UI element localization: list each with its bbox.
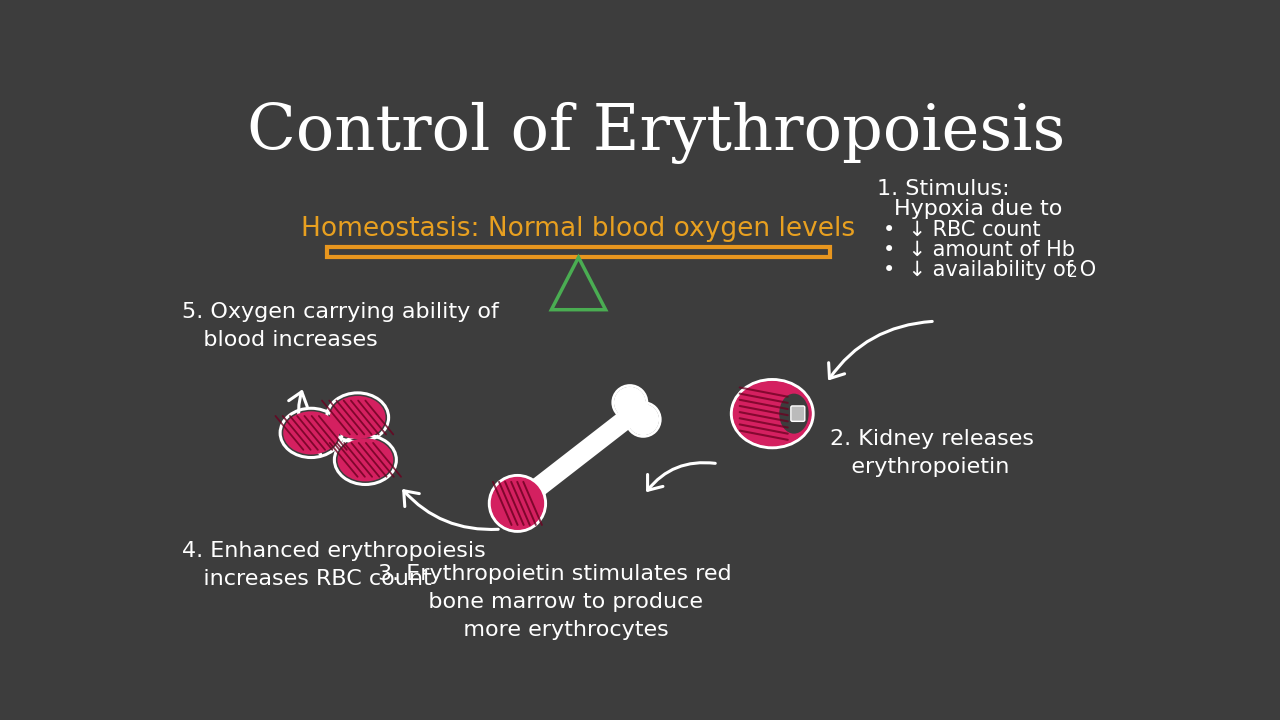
Polygon shape: [516, 478, 547, 508]
Ellipse shape: [627, 404, 659, 436]
Ellipse shape: [338, 438, 393, 482]
Ellipse shape: [330, 396, 385, 439]
Text: 1. Stimulus:: 1. Stimulus:: [877, 179, 1010, 199]
Bar: [326, 246, 831, 257]
FancyBboxPatch shape: [791, 406, 805, 421]
Text: •  ↓ amount of Hb: • ↓ amount of Hb: [883, 240, 1075, 261]
Text: 2. Kidney releases
   erythropoietin: 2. Kidney releases erythropoietin: [831, 429, 1034, 477]
Text: 3. Erythropoietin stimulates red
   bone marrow to produce
   more erythrocytes: 3. Erythropoietin stimulates red bone ma…: [379, 564, 732, 640]
FancyArrowPatch shape: [289, 392, 320, 454]
Text: 5. Oxygen carrying ability of
   blood increases: 5. Oxygen carrying ability of blood incr…: [182, 302, 499, 350]
FancyArrowPatch shape: [828, 321, 932, 379]
Text: Control of Erythropoiesis: Control of Erythropoiesis: [247, 102, 1065, 163]
Text: •  ↓ RBC count: • ↓ RBC count: [883, 220, 1041, 240]
Text: Hypoxia due to: Hypoxia due to: [893, 199, 1062, 219]
Ellipse shape: [490, 477, 544, 530]
FancyArrowPatch shape: [403, 491, 498, 529]
Ellipse shape: [732, 381, 812, 446]
FancyArrowPatch shape: [648, 463, 716, 490]
Text: 2: 2: [1068, 265, 1078, 280]
Polygon shape: [518, 407, 639, 505]
Text: Homeostasis: Normal blood oxygen levels: Homeostasis: Normal blood oxygen levels: [301, 216, 855, 242]
Ellipse shape: [780, 394, 809, 433]
Text: •  ↓ availability of O: • ↓ availability of O: [883, 261, 1096, 280]
Text: 4. Enhanced erythropoiesis
   increases RBC count: 4. Enhanced erythropoiesis increases RBC…: [182, 541, 485, 589]
Ellipse shape: [614, 387, 645, 418]
Ellipse shape: [283, 411, 339, 454]
